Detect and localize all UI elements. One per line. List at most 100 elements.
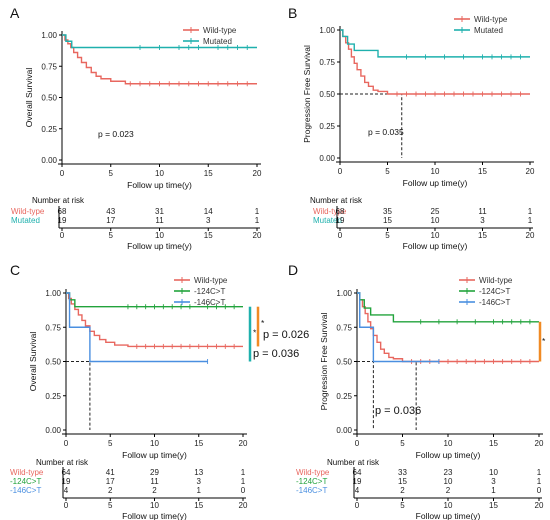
risk-row-label: -146C>T xyxy=(296,486,327,495)
risk-row-label: Mutated xyxy=(313,216,342,225)
x-tick-label: 5 xyxy=(400,439,405,448)
legend-label: Wild-type xyxy=(474,15,508,24)
x-tick-label: 20 xyxy=(253,169,262,178)
risk-value: 2 xyxy=(108,486,113,495)
survival-curve-c146 xyxy=(357,292,439,363)
risk-table-title: Number at risk xyxy=(327,458,380,467)
risk-value: 15 xyxy=(383,216,392,225)
survival-curve-mut xyxy=(62,34,257,49)
risk-value: 68 xyxy=(336,207,345,216)
risk-value: 10 xyxy=(444,477,453,486)
risk-value: 64 xyxy=(62,468,71,477)
legend-label: Wild-type xyxy=(194,276,228,285)
y-tick-label: 0.00 xyxy=(319,154,335,163)
risk-x-tick-label: 10 xyxy=(155,231,164,240)
risk-value: 41 xyxy=(106,468,115,477)
x-tick-label: 0 xyxy=(338,167,343,176)
risk-value: 11 xyxy=(478,207,487,216)
median-reference-line xyxy=(357,361,374,430)
legend-label: -124C>T xyxy=(194,287,225,296)
median-reference-line xyxy=(340,93,403,158)
p-value-label: p = 0.036 xyxy=(253,348,299,360)
risk-value: 3 xyxy=(491,477,496,486)
risk-value: 43 xyxy=(106,207,115,216)
risk-value: 2 xyxy=(400,486,405,495)
risk-value: 1 xyxy=(528,216,533,225)
panel-letter-a: A xyxy=(10,5,20,21)
legend-label: Wild-type xyxy=(203,26,237,35)
x-tick-label: 5 xyxy=(385,167,390,176)
risk-value: 19 xyxy=(353,477,362,486)
risk-value: 1 xyxy=(537,477,542,486)
risk-x-tick-label: 5 xyxy=(400,501,405,510)
risk-value: 1 xyxy=(528,207,533,216)
risk-value: 0 xyxy=(537,486,542,495)
risk-value: 4 xyxy=(64,486,69,495)
risk-table-title: Number at risk xyxy=(32,196,85,205)
risk-row-label: -124C>T xyxy=(10,477,41,486)
risk-x-axis-title: Follow up time(y) xyxy=(416,511,481,520)
legend-label: Wild-type xyxy=(479,276,513,285)
risk-table-title: Number at risk xyxy=(36,458,89,467)
risk-x-tick-label: 15 xyxy=(489,501,498,510)
x-tick-label: 10 xyxy=(444,439,453,448)
risk-value: 11 xyxy=(150,477,159,486)
risk-x-tick-label: 5 xyxy=(108,501,113,510)
risk-value: 11 xyxy=(155,216,164,225)
legend-label: -146C>T xyxy=(194,298,225,307)
risk-value: 35 xyxy=(383,207,392,216)
risk-x-tick-label: 0 xyxy=(64,501,69,510)
y-tick-label: 0.50 xyxy=(319,90,335,99)
risk-value: 1 xyxy=(537,468,542,477)
y-axis-title: Overall Survival xyxy=(28,332,38,392)
x-tick-label: 10 xyxy=(155,169,164,178)
risk-x-tick-label: 5 xyxy=(385,231,390,240)
risk-value: 10 xyxy=(489,468,498,477)
risk-x-tick-label: 20 xyxy=(239,501,248,510)
legend-label: -146C>T xyxy=(479,298,510,307)
y-tick-label: 0.75 xyxy=(336,323,352,332)
y-tick-label: 0.25 xyxy=(45,392,61,401)
y-tick-label: 1.00 xyxy=(336,289,352,298)
y-tick-label: 0.50 xyxy=(45,358,61,367)
legend-label: Mutated xyxy=(203,37,232,46)
y-tick-label: 0.75 xyxy=(45,323,61,332)
survival-curve-wild xyxy=(62,34,257,85)
x-tick-label: 0 xyxy=(355,439,360,448)
survival-curve-wild xyxy=(66,292,243,348)
x-tick-label: 15 xyxy=(478,167,487,176)
survival-curve-wild xyxy=(340,29,530,95)
risk-value: 23 xyxy=(444,468,453,477)
risk-x-tick-label: 15 xyxy=(204,231,213,240)
risk-value: 19 xyxy=(62,477,71,486)
panel-letter-d: D xyxy=(288,262,298,278)
risk-value: 19 xyxy=(336,216,345,225)
risk-value: 4 xyxy=(355,486,360,495)
y-tick-label: 1.00 xyxy=(319,26,335,35)
significance-star: * xyxy=(261,318,265,328)
risk-value: 2 xyxy=(446,486,451,495)
risk-value: 1 xyxy=(491,486,496,495)
survival-curve-c124 xyxy=(357,292,539,323)
panel-letter-c: C xyxy=(10,262,20,278)
significance-star: * xyxy=(253,328,257,338)
risk-value: 33 xyxy=(398,468,407,477)
risk-table-title: Number at risk xyxy=(310,196,363,205)
y-tick-label: 1.00 xyxy=(41,31,57,40)
risk-x-tick-label: 15 xyxy=(194,501,203,510)
risk-x-tick-label: 0 xyxy=(60,231,65,240)
risk-x-tick-label: 20 xyxy=(535,501,544,510)
significance-star: * xyxy=(542,336,546,346)
risk-x-axis-title: Follow up time(y) xyxy=(127,241,192,251)
x-tick-label: 15 xyxy=(194,439,203,448)
x-axis-title: Follow up time(y) xyxy=(127,180,192,190)
x-tick-label: 0 xyxy=(60,169,65,178)
risk-x-axis-title: Follow up time(y) xyxy=(403,241,468,251)
risk-x-tick-label: 20 xyxy=(526,231,535,240)
x-tick-label: 5 xyxy=(108,439,113,448)
x-tick-label: 15 xyxy=(489,439,498,448)
risk-value: 17 xyxy=(106,477,115,486)
